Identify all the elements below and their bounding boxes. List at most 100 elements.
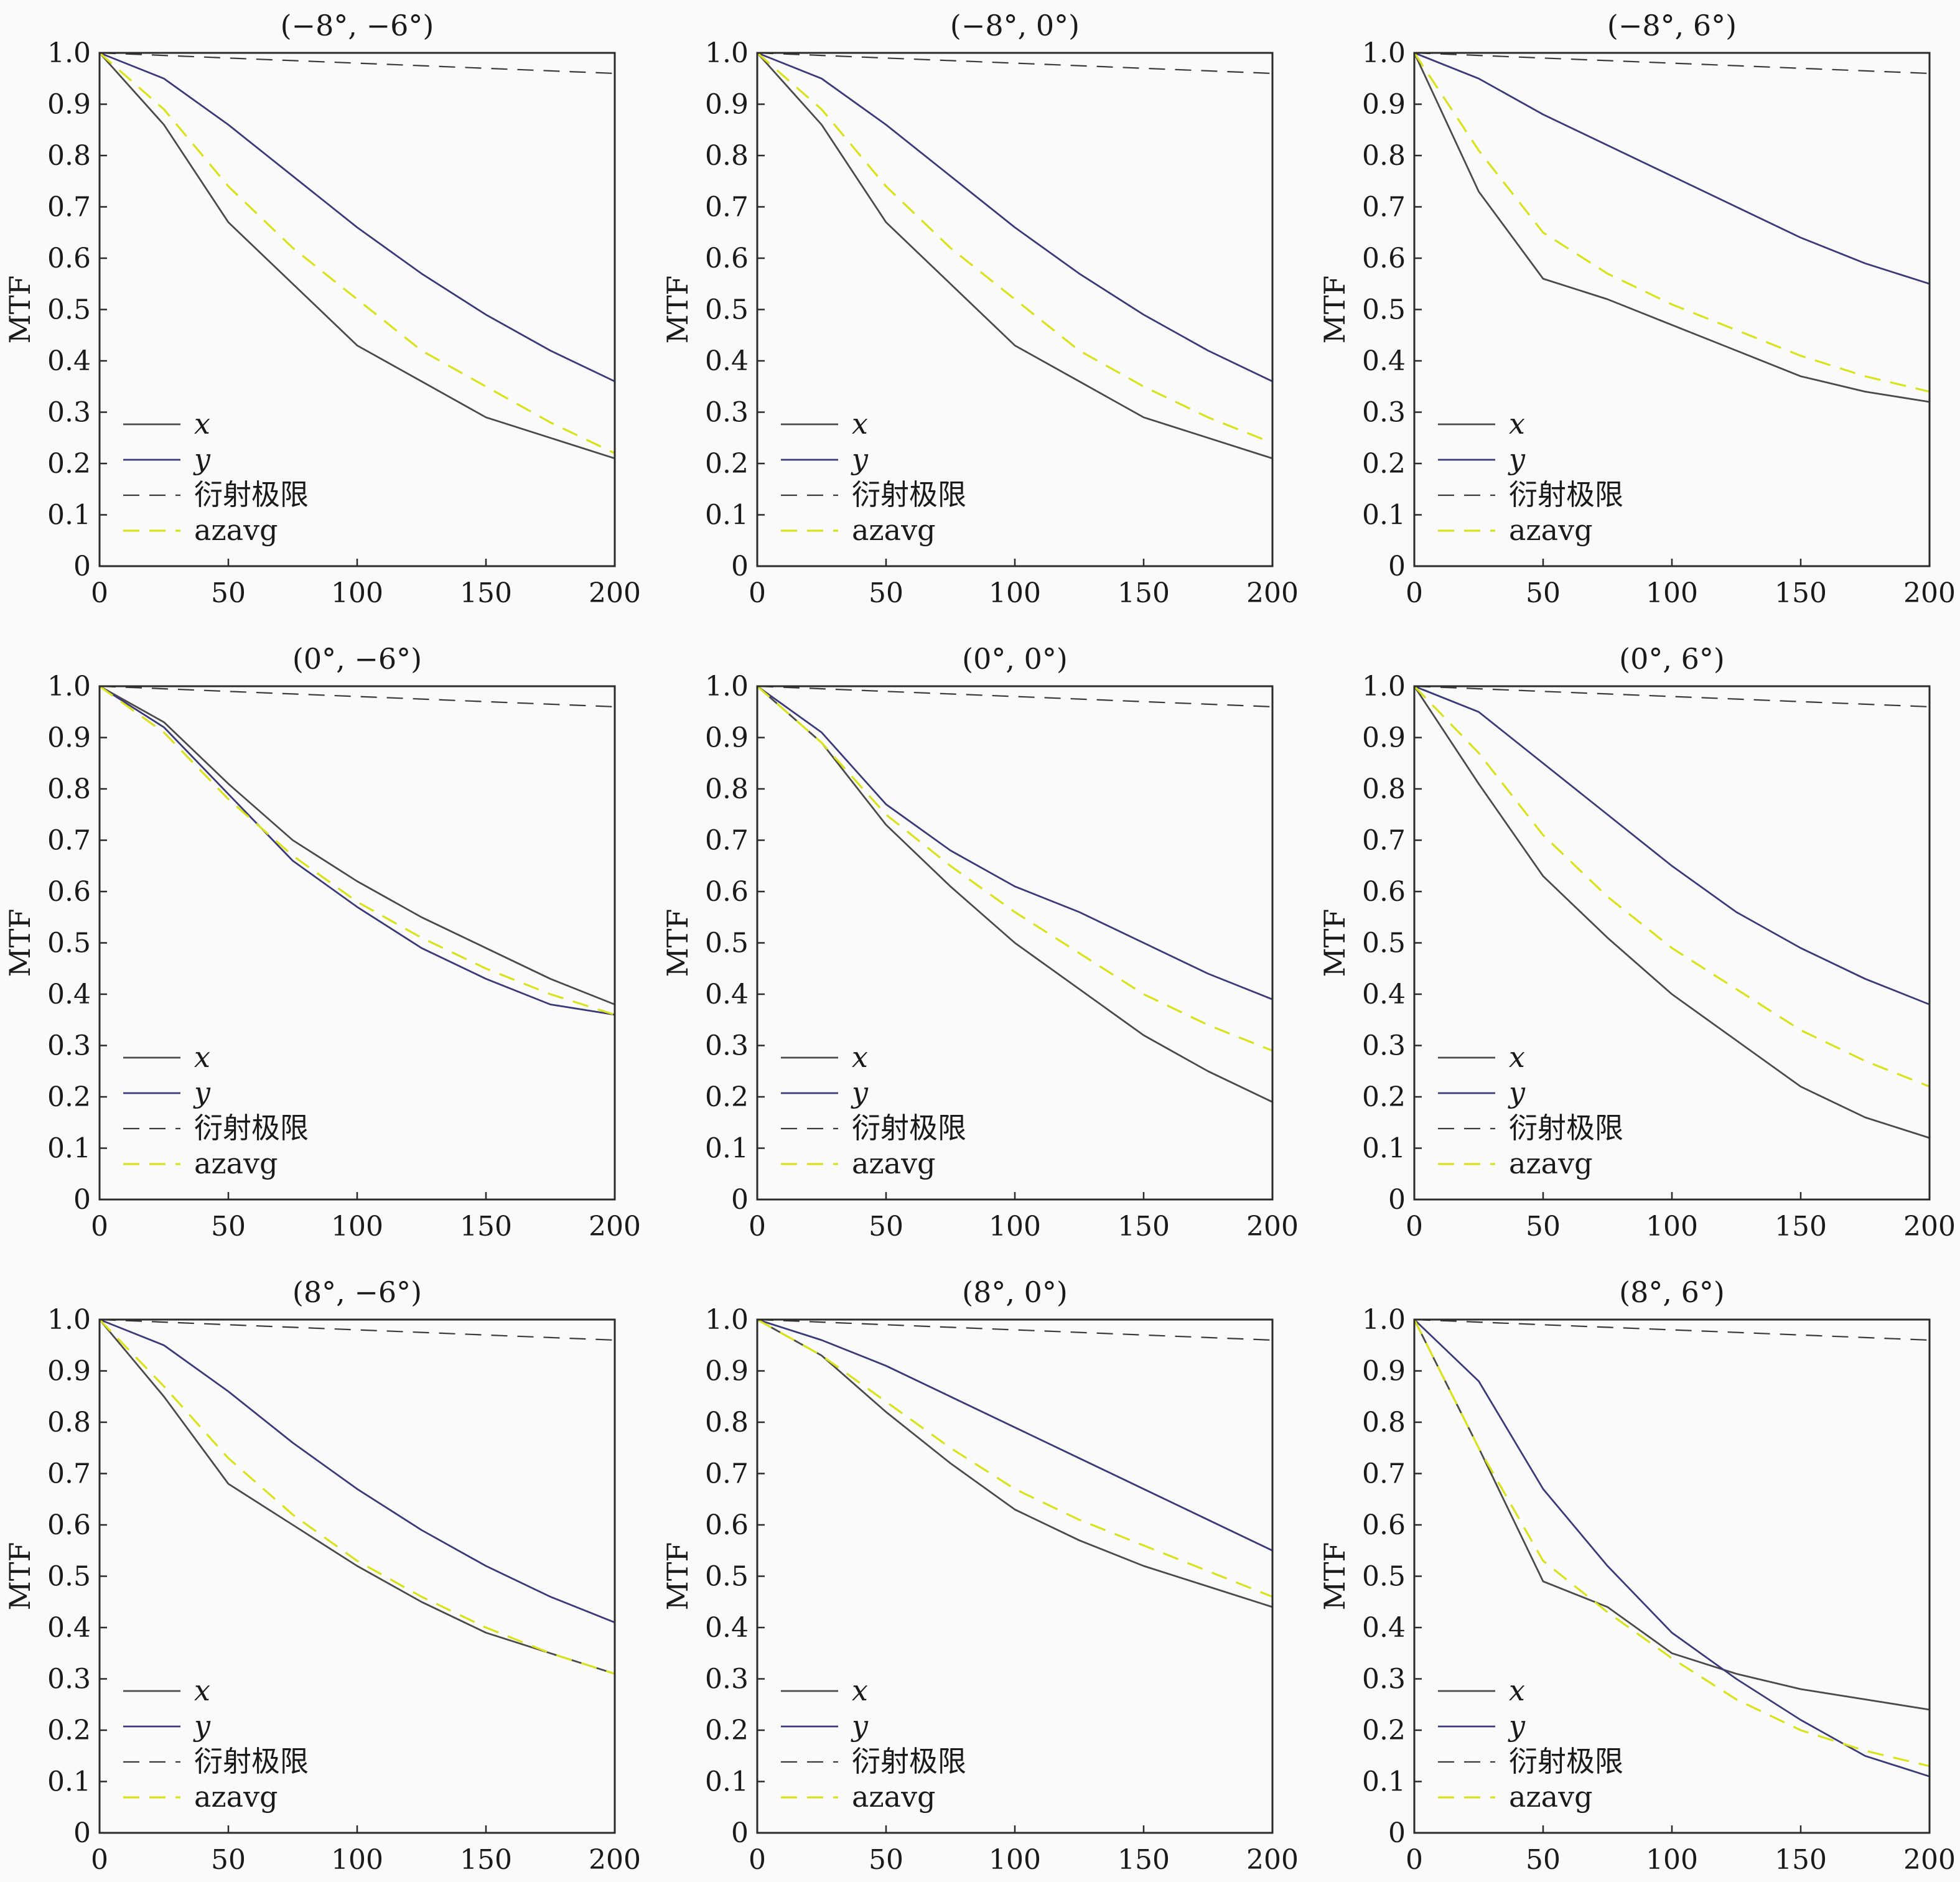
y-tick-label: 0.8 xyxy=(47,140,91,172)
y-tick-label: 0.6 xyxy=(1362,243,1406,274)
x-tick-label: 200 xyxy=(589,1844,641,1876)
legend-label-azavg: azavg xyxy=(194,1780,278,1814)
y-tick-label: 0.8 xyxy=(705,773,749,805)
x-tick-label: 100 xyxy=(1646,1211,1698,1242)
y-tick-label: 0.6 xyxy=(1362,876,1406,908)
y-tick-label: 0.2 xyxy=(705,448,749,480)
legend-label-x: x xyxy=(1509,1674,1525,1707)
x-tick-label: 50 xyxy=(211,1844,246,1876)
legend-label-y: y xyxy=(1508,442,1526,476)
y-tick-label: 0.3 xyxy=(1362,1664,1406,1695)
y-tick-label: 0.4 xyxy=(1362,979,1406,1010)
x-tick-label: 200 xyxy=(1903,1211,1956,1242)
x-tick-label: 200 xyxy=(1246,1844,1299,1876)
series-line-azavg xyxy=(1413,52,1930,393)
y-tick-label: 0.8 xyxy=(1362,773,1406,805)
y-tick-label: 1.0 xyxy=(1362,1304,1406,1336)
x-tick-label: 50 xyxy=(211,577,246,609)
y-tick-label: 0.1 xyxy=(1362,1133,1406,1165)
y-tick-label: 0 xyxy=(1388,1817,1406,1849)
panel-8: 0 0.1 0.2 0.3 0.4 0.5 0.6 0.7 0.8 0.9 1.0 0 50 100 150… xyxy=(661,1275,1299,1876)
panel-3: 0 0.1 0.2 0.3 0.4 0.5 0.6 0.7 0.8 0.9 1.0 0 50 100 150… xyxy=(1318,9,1956,609)
legend-label-y: y xyxy=(1508,1076,1526,1109)
legend-label-diffraction: 衍射极限 xyxy=(194,478,309,511)
y-tick-label: 0.5 xyxy=(705,928,749,959)
y-tick-label: 0.5 xyxy=(1362,928,1406,959)
series-line-diffraction xyxy=(99,685,615,708)
y-tick-label: 0.4 xyxy=(1362,345,1406,377)
legend-label-y: y xyxy=(193,1709,211,1743)
panel-title: (0°, 0°) xyxy=(962,642,1068,676)
legend-label-azavg: azavg xyxy=(852,1147,936,1180)
series-line-diffraction xyxy=(99,1318,615,1341)
series-line-y xyxy=(1414,52,1930,285)
plot-frame xyxy=(756,52,1274,567)
y-tick-label: 0.9 xyxy=(1362,1356,1406,1387)
legend-label-x: x xyxy=(194,1674,210,1707)
legend-label-diffraction: 衍射极限 xyxy=(1509,1111,1623,1145)
x-tick-label: 200 xyxy=(589,577,641,609)
y-axis-label: MTF xyxy=(1318,909,1351,977)
y-tick-label: 0 xyxy=(731,551,749,582)
y-tick-label: 0.3 xyxy=(47,1664,91,1695)
legend-label-azavg: azavg xyxy=(852,513,936,547)
y-tick-label: 0.1 xyxy=(705,500,749,531)
x-tick-label: 0 xyxy=(91,577,108,609)
legend-label-x: x xyxy=(1509,407,1525,440)
y-axis-label: MTF xyxy=(1318,1542,1351,1611)
y-tick-label: 0.4 xyxy=(705,1612,749,1644)
series-line-y xyxy=(99,52,615,383)
series-line-y xyxy=(1414,1318,1930,1777)
y-tick-label: 0.5 xyxy=(47,1561,91,1593)
y-tick-label: 0 xyxy=(73,551,91,582)
y-tick-label: 0.7 xyxy=(1362,192,1406,223)
y-tick-label: 0.6 xyxy=(47,876,91,908)
series-line-x xyxy=(1413,1319,1930,1711)
panel-title: (0°, −6°) xyxy=(292,642,422,676)
y-tick-label: 0.8 xyxy=(47,773,91,805)
legend-label-azavg: azavg xyxy=(194,1147,278,1180)
x-tick-label: 50 xyxy=(1526,1211,1561,1242)
series-line-x xyxy=(757,1318,1273,1608)
y-tick-label: 0.9 xyxy=(47,722,91,754)
series-line-x xyxy=(757,685,1273,1103)
plot-frame xyxy=(1413,685,1931,1201)
x-tick-label: 150 xyxy=(460,577,512,609)
y-tick-label: 1.0 xyxy=(705,671,749,702)
y-tick-label: 0.7 xyxy=(47,1458,91,1490)
y-tick-label: 0.6 xyxy=(705,243,749,274)
series-line-azavg xyxy=(1413,685,1930,1088)
legend-label-azavg: azavg xyxy=(852,1780,936,1814)
y-tick-label: 0 xyxy=(1388,1184,1406,1216)
legend-label-x: x xyxy=(194,407,210,440)
series-line-x xyxy=(98,1319,615,1675)
y-tick-label: 0.3 xyxy=(705,1664,749,1695)
panel-7: 0 0.1 0.2 0.3 0.4 0.5 0.6 0.7 0.8 0.9 1.0 0 50 100 150… xyxy=(3,1275,641,1876)
legend-label-y: y xyxy=(851,1076,869,1109)
panel-9: 0 0.1 0.2 0.3 0.4 0.5 0.6 0.7 0.8 0.9 1.0 0 50 100 150… xyxy=(1318,1275,1956,1876)
y-tick-label: 0.4 xyxy=(47,345,91,377)
y-tick-label: 0 xyxy=(731,1817,749,1849)
legend-label-y: y xyxy=(193,442,211,476)
panel-title: (−8°, 6°) xyxy=(1607,9,1737,42)
x-tick-label: 150 xyxy=(1118,577,1170,609)
series-line-diffraction xyxy=(757,685,1273,708)
y-tick-label: 0.2 xyxy=(47,448,91,480)
x-tick-label: 50 xyxy=(869,1211,903,1242)
y-tick-label: 1.0 xyxy=(705,1304,749,1336)
x-tick-label: 200 xyxy=(1903,577,1956,609)
y-tick-label: 0.9 xyxy=(1362,89,1406,121)
y-tick-label: 0.2 xyxy=(1362,1081,1406,1113)
y-tick-label: 0 xyxy=(731,1184,749,1216)
x-tick-label: 100 xyxy=(989,577,1041,609)
plot-frame xyxy=(1413,1318,1931,1834)
panel-1: 0 0.1 0.2 0.3 0.4 0.5 0.6 0.7 0.8 0.9 1.0 0 50 100 150… xyxy=(3,9,641,609)
x-tick-label: 100 xyxy=(331,1211,383,1242)
panel-title: (−8°, 0°) xyxy=(950,9,1080,42)
x-tick-label: 150 xyxy=(460,1844,512,1876)
